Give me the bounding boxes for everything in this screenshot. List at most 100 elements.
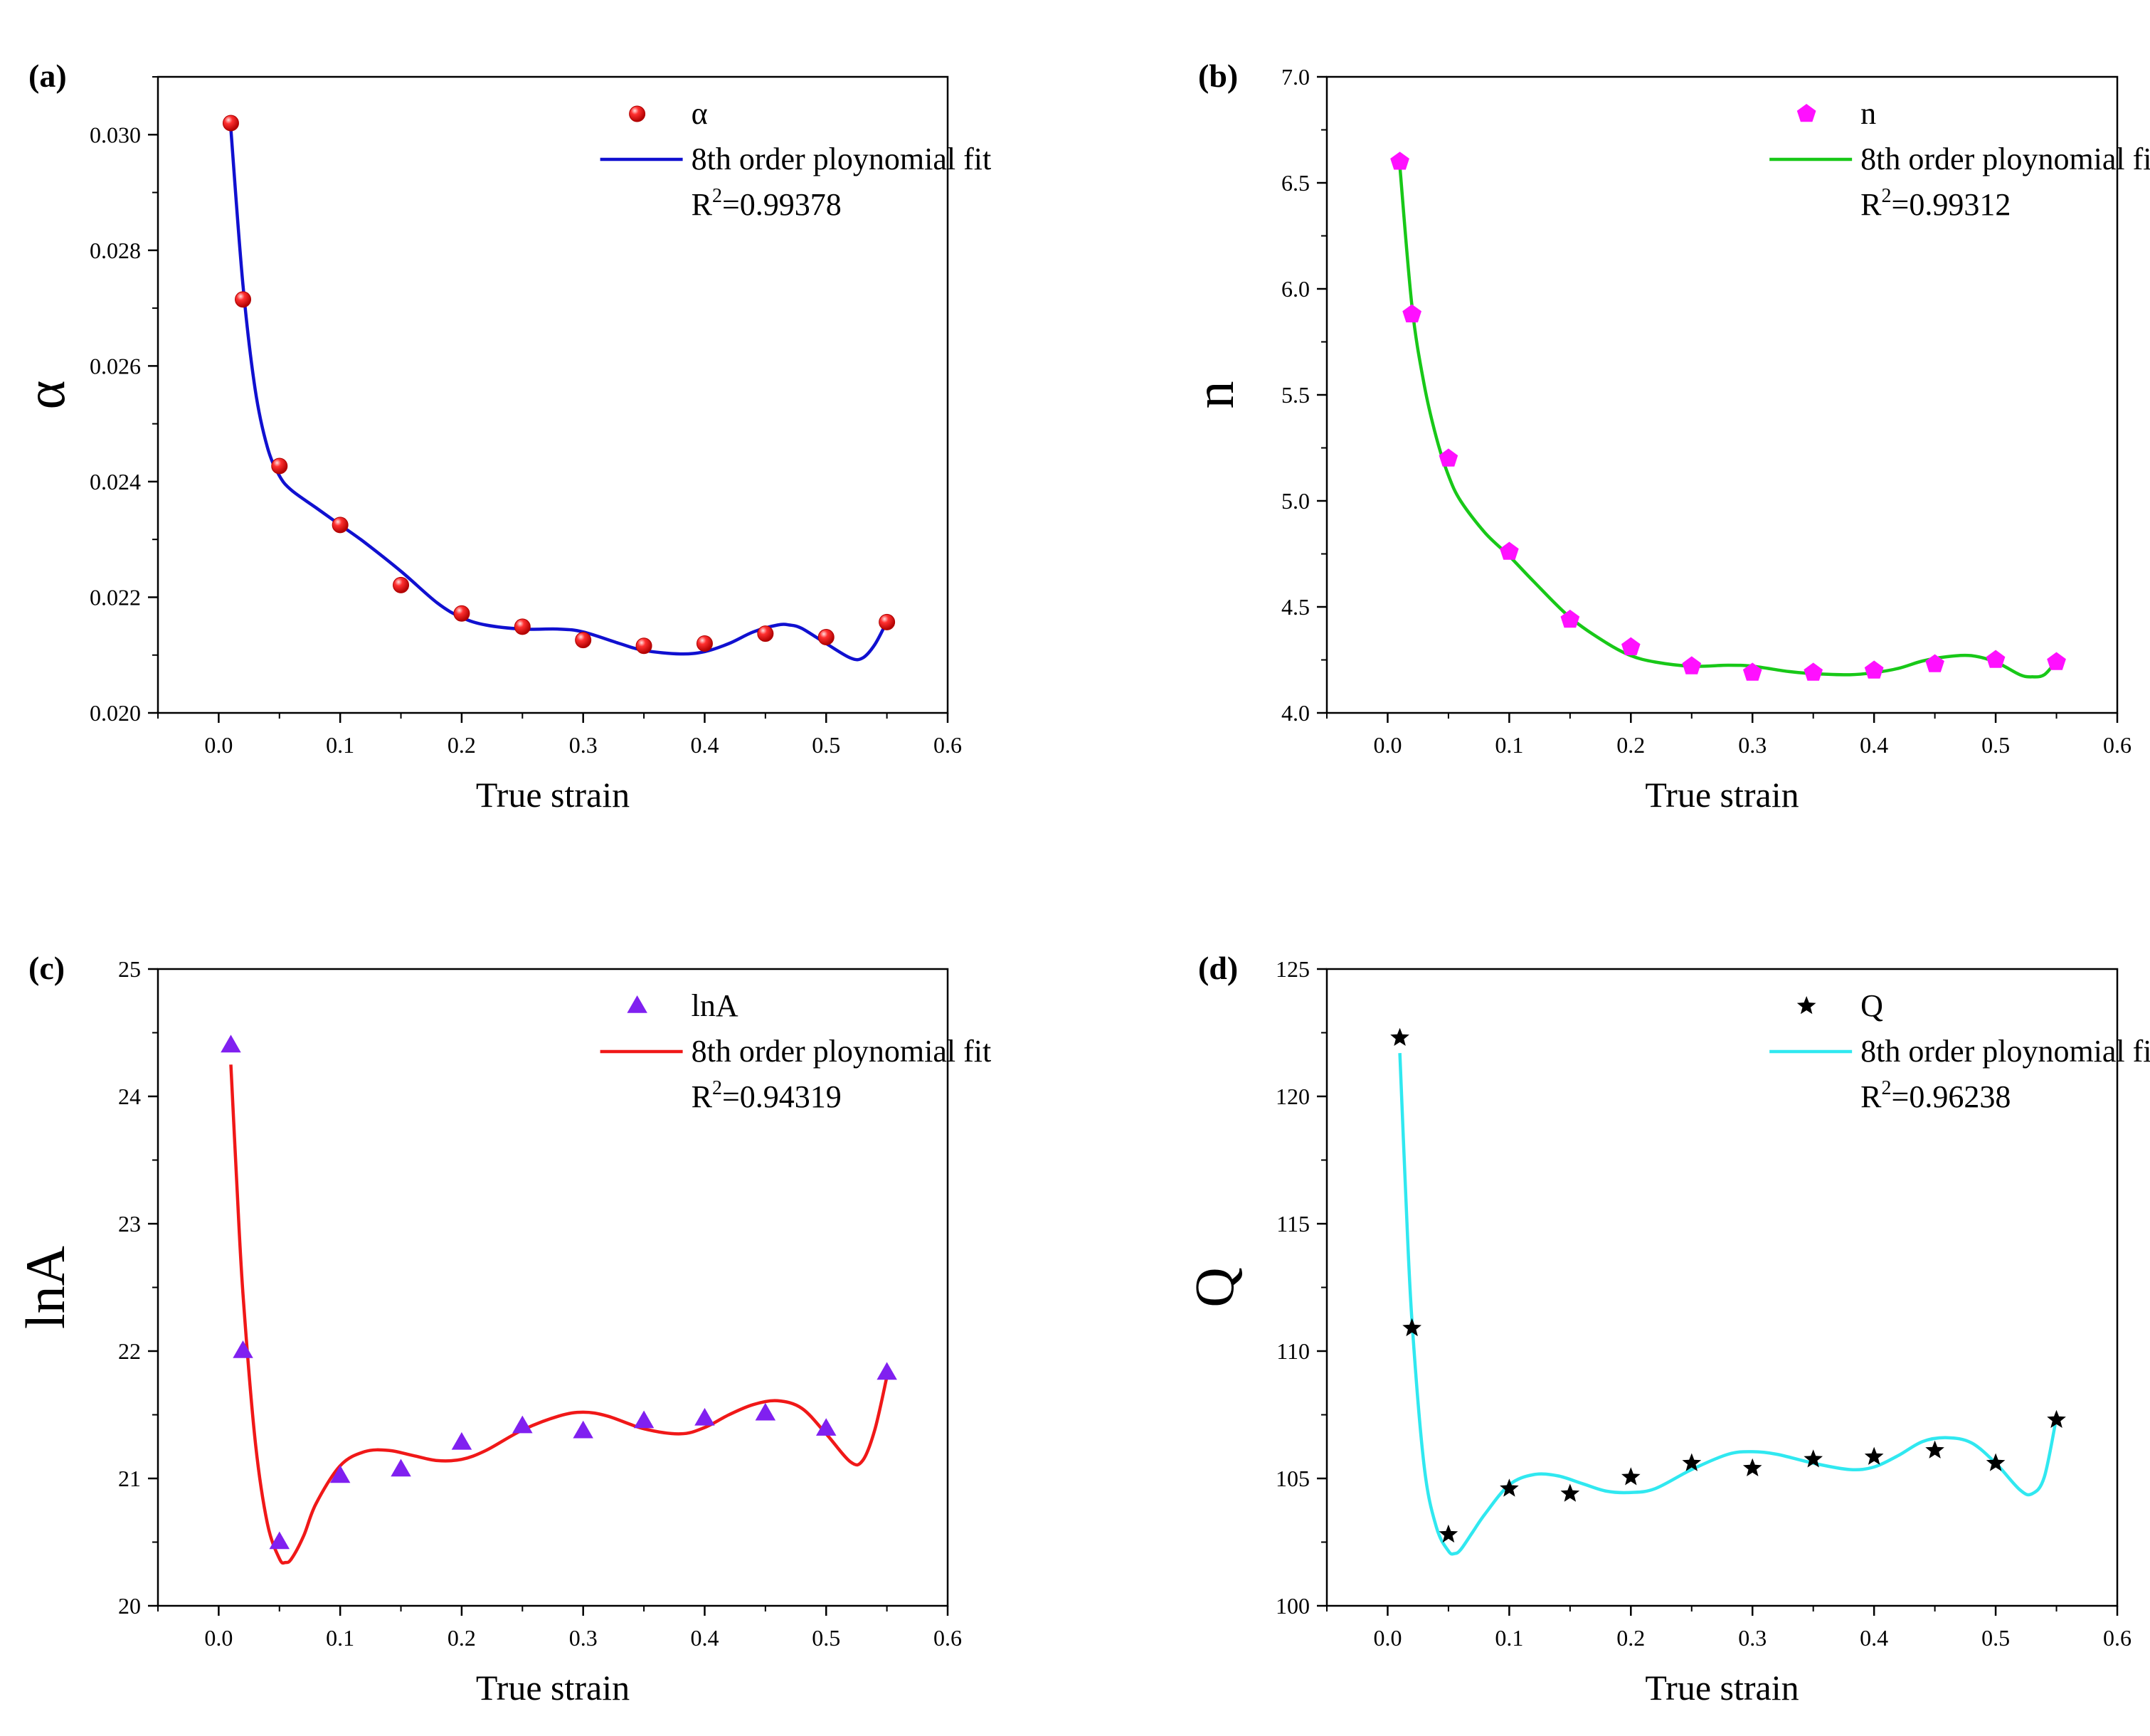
data-point	[271, 457, 288, 475]
legend-marker	[1796, 996, 1816, 1015]
data-point	[453, 605, 470, 622]
data-point	[2047, 652, 2066, 670]
y-tick-label: 7.0	[1281, 64, 1310, 90]
data-point	[696, 635, 713, 652]
data-point	[879, 613, 896, 630]
r2-value: =0.99378	[722, 187, 842, 222]
r2-superscript: 2	[1882, 185, 1892, 207]
x-tick-label: 0.4	[690, 732, 719, 758]
x-tick-label: 0.6	[933, 732, 962, 758]
data-point	[1500, 541, 1519, 560]
r2-annotation: R2=0.99312	[1860, 185, 2011, 222]
panel-label: (d)	[1198, 950, 1238, 986]
y-tick-label: 6.0	[1281, 276, 1310, 302]
legend-label-fit: 8th order ploynomial fit	[1860, 1034, 2150, 1069]
x-tick-label: 0.2	[1616, 732, 1645, 758]
y-tick-label: 4.0	[1281, 700, 1310, 726]
x-tick-label: 0.1	[1495, 1625, 1523, 1651]
y-tick-label: 120	[1276, 1084, 1310, 1109]
data-point	[2047, 1409, 2066, 1428]
data-point	[1439, 1524, 1458, 1543]
data-point	[1742, 1458, 1762, 1476]
y-tick-label: 100	[1276, 1593, 1310, 1619]
r2-label: R	[692, 1079, 713, 1114]
data-point	[269, 1531, 290, 1550]
r2-superscript: 2	[1882, 1077, 1892, 1099]
x-tick-label: 0.1	[326, 732, 354, 758]
data-point	[1439, 448, 1458, 467]
y-tick-label: 21	[118, 1466, 141, 1491]
data-point	[877, 1362, 897, 1380]
r2-annotation: R2=0.99378	[692, 185, 842, 222]
y-tick-label: 110	[1276, 1338, 1310, 1364]
data-point	[1560, 1483, 1580, 1502]
x-tick-label: 0.5	[1981, 1625, 2010, 1651]
legend-label-fit: 8th order ploynomial fit	[692, 142, 992, 176]
legend-label-points: Q	[1860, 988, 1883, 1023]
data-point	[1804, 662, 1823, 681]
data-point	[816, 1418, 837, 1436]
y-tick-label: 4.5	[1281, 594, 1310, 620]
x-tick-label: 0.6	[2103, 732, 2132, 758]
x-tick-label: 0.3	[1738, 1625, 1767, 1651]
x-axis-title: True strain	[476, 775, 630, 815]
data-point	[1986, 650, 2006, 668]
data-point	[1402, 304, 1421, 323]
data-point	[1864, 660, 1884, 679]
data-point	[391, 1459, 411, 1477]
x-axis-title: True strain	[1645, 1668, 1799, 1708]
legend-label-fit: 8th order ploynomial fit	[692, 1034, 992, 1069]
y-axis-title: n	[1183, 381, 1245, 409]
fit-line	[1398, 1053, 2058, 1556]
chart-panel-d: (d) 0.0 0.1 0.2 0.3 0.4 0.5 0.6 100 105 110 115 120 1…	[1183, 950, 2150, 1708]
fit-line	[1398, 166, 2058, 679]
data-point	[1390, 152, 1409, 170]
r2-label: R	[1860, 1079, 1882, 1114]
plot-frame	[157, 75, 949, 714]
y-axis-title: Q	[1183, 1267, 1245, 1307]
x-tick-label: 0.4	[1860, 1625, 1888, 1651]
data-point	[233, 1340, 253, 1358]
x-tick-label: 0.0	[204, 732, 233, 758]
y-tick-label: 23	[118, 1211, 141, 1237]
y-tick-label: 0.028	[90, 238, 141, 263]
data-point	[451, 1431, 472, 1450]
data-point	[1742, 662, 1762, 681]
y-tick-label: 0.026	[90, 353, 141, 379]
x-tick-label: 0.6	[2103, 1625, 2132, 1651]
legend-label-points: α	[692, 96, 708, 131]
y-tick-label: 125	[1276, 956, 1310, 982]
x-tick-label: 0.1	[326, 1625, 354, 1651]
data-point	[1925, 1440, 1944, 1459]
data-point	[1390, 1027, 1409, 1046]
data-point	[1986, 1453, 2006, 1471]
chart-panel-a: (a) 0.0 0.1 0.2 0.3 0.4 0.5 0.6 0.020 0.022 0.024 0…	[14, 58, 991, 815]
data-point	[633, 1410, 655, 1429]
y-tick-label: 0.024	[90, 469, 141, 494]
x-axis-title: True strain	[1645, 775, 1799, 815]
y-tick-label: 20	[118, 1593, 141, 1619]
data-point	[1682, 656, 1702, 674]
data-point	[1804, 1449, 1823, 1468]
legend-label-points: lnA	[692, 988, 738, 1023]
data-point	[635, 637, 652, 655]
y-tick-label: 5.5	[1281, 382, 1310, 408]
y-tick-label: 105	[1276, 1466, 1310, 1491]
data-point	[757, 625, 774, 642]
y-axis-title: lnA	[14, 1246, 76, 1329]
panel-label: (a)	[28, 58, 67, 94]
y-tick-label: 0.020	[90, 700, 141, 726]
r2-superscript: 2	[712, 1077, 722, 1099]
x-tick-label: 0.2	[448, 1625, 476, 1651]
data-point	[222, 115, 239, 132]
legend-marker	[1796, 104, 1816, 122]
x-tick-label: 0.6	[933, 1625, 962, 1651]
legend-label-points: n	[1860, 96, 1876, 131]
x-tick-label: 0.5	[812, 1625, 840, 1651]
x-tick-label: 0.3	[1738, 732, 1767, 758]
data-point	[235, 291, 252, 308]
data-point	[1560, 609, 1580, 628]
x-tick-label: 0.4	[1860, 732, 1888, 758]
y-tick-label: 0.022	[90, 584, 141, 610]
data-point	[755, 1402, 776, 1421]
